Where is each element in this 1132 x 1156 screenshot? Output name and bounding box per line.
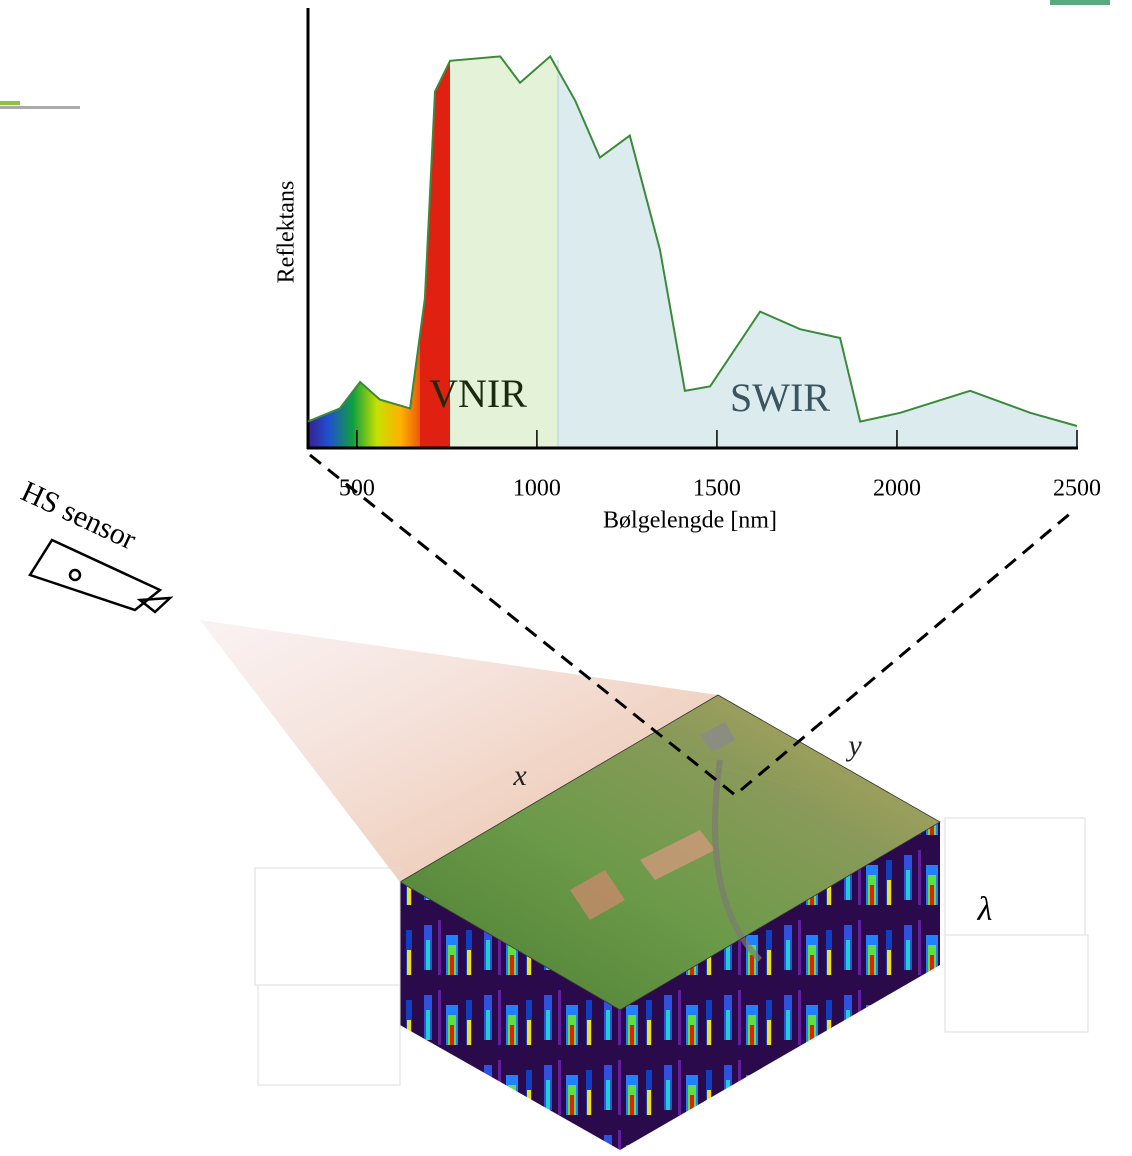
x-axis-label: Bølgelengde [nm] <box>603 508 777 534</box>
x-tick-label: 2000 <box>873 476 921 502</box>
region-label: SWIR <box>730 375 830 420</box>
x-tick-label: 500 <box>339 476 375 502</box>
spectrum-chart: Reflektans Bølgelengde [nm] VNIR SWIR 50… <box>274 0 1102 534</box>
axis-label: λ <box>977 891 993 928</box>
decor-line <box>0 101 20 105</box>
page: Reflektans Bølgelengde [nm] VNIR SWIR 50… <box>0 0 1132 1156</box>
decor-line <box>1050 0 1110 5</box>
y-axis-label: Reflektans <box>274 181 300 284</box>
sensor-label: HS sensor <box>16 475 141 557</box>
axis-label: y <box>845 729 862 762</box>
decor-line <box>0 106 80 109</box>
x-tick-label: 1500 <box>693 476 741 502</box>
x-tick-label: 2500 <box>1053 476 1101 502</box>
axis-label: x <box>512 759 527 792</box>
area-fill <box>305 0 1078 450</box>
region-label: VNIR <box>429 371 527 416</box>
sensor-icon <box>30 540 170 612</box>
x-tick-label: 1000 <box>513 476 561 502</box>
